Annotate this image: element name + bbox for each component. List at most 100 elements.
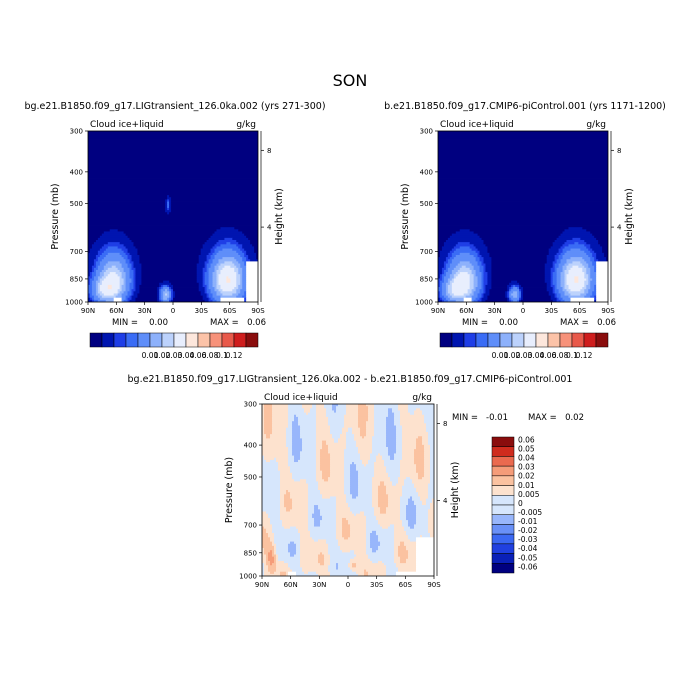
contour-cell [590,274,597,277]
contour-cell [99,263,107,267]
contour-cell [438,293,441,296]
contour-cell [521,293,524,296]
contour-cell [121,293,128,296]
y-axis-title: Pressure (mb) [50,183,61,249]
surface-mask [463,297,473,301]
contour-cell [88,175,258,179]
contour-cell [262,453,289,456]
contour-cell [424,466,431,469]
contour-cell [388,412,395,416]
contour-cell [338,438,347,441]
contour-cell [300,436,317,439]
contour-cell [270,459,277,463]
contour-cell [137,293,158,296]
contour-cell [274,552,277,555]
contour-cell [475,297,480,301]
contour-cell [432,500,434,504]
surface-mask [246,291,258,294]
contour-cell [364,511,375,515]
contour-cell [173,295,176,299]
contour-cell [584,282,589,286]
contour-cell [592,254,597,258]
contour-cell [396,444,403,448]
contour-cell [449,265,457,269]
contour-cell [314,511,321,515]
colorbar-swatch [475,332,489,348]
contour-cell [428,515,434,519]
contour-cell [206,240,219,243]
contour-cell [292,444,303,448]
contour-cell [316,423,329,426]
contour-cell [246,257,249,260]
colorbar-swatch [491,475,515,486]
contour-cell [519,299,522,302]
contour-cell [604,252,608,256]
contour-cell [88,154,258,158]
contour-cell [420,535,423,538]
contour-cell [473,299,478,302]
contour-cell [95,282,99,286]
contour-cell [416,447,425,450]
contour-cell [292,505,309,508]
contour-cell [133,244,204,247]
colorbar-label: 0.1 [566,351,578,360]
contour-cell [394,530,407,534]
contour-cell [564,263,569,267]
contour-cell [248,237,258,241]
contour-cell [206,291,211,294]
contour-cell [388,472,401,476]
contour-cell [204,291,208,294]
y-axis-title-right: Height (km) [450,462,461,519]
contour-cell [348,520,367,523]
contour-cell [222,248,233,252]
contour-cell [111,287,121,290]
contour-cell [560,272,565,275]
contour-cell [101,295,117,299]
contour-cell [564,246,587,249]
contour-cell [266,436,271,439]
contour-cell [366,425,375,429]
contour-cell [264,414,273,418]
contour-cell [372,530,377,534]
contour-cell [336,408,347,411]
x-tick-label: 30N [312,581,326,589]
contour-cell [318,507,337,510]
contour-cell [316,464,321,467]
contour-cell [89,297,93,301]
contour-cell [161,289,166,292]
contour-cell [402,492,419,495]
surface-mask [220,299,245,302]
surface-mask [416,537,434,540]
contour-cell [428,485,434,489]
contour-cell [400,423,427,426]
contour-cell [424,421,434,424]
contour-cell [346,500,373,504]
colorbar-label: 0.04 [178,351,195,360]
contour-cell [288,404,303,407]
contour-cell [240,289,247,292]
contour-cell [372,485,379,489]
surface-mask [288,571,297,575]
contour-cell [594,299,597,302]
contour-cell [266,558,269,562]
contour-cell [550,297,557,301]
variable-label: Cloud ice+liquid [440,120,514,130]
contour-cell [590,272,597,275]
contour-cell [135,246,204,249]
contour-cell [582,263,589,267]
contour-cell [163,299,170,302]
contour-cell [292,440,303,444]
contour-cell [441,267,447,271]
contour-cell [473,267,480,271]
contour-cell [428,496,434,499]
contour-cell [438,152,608,155]
contour-cell [220,287,235,290]
contour-cell [430,462,434,465]
contour-cell [314,505,319,508]
contour-cell [386,509,401,512]
contour-cell [330,453,345,456]
contour-cell [438,280,441,284]
contour-cell [88,257,97,260]
contour-cell [133,274,136,277]
contour-cell [364,571,369,575]
